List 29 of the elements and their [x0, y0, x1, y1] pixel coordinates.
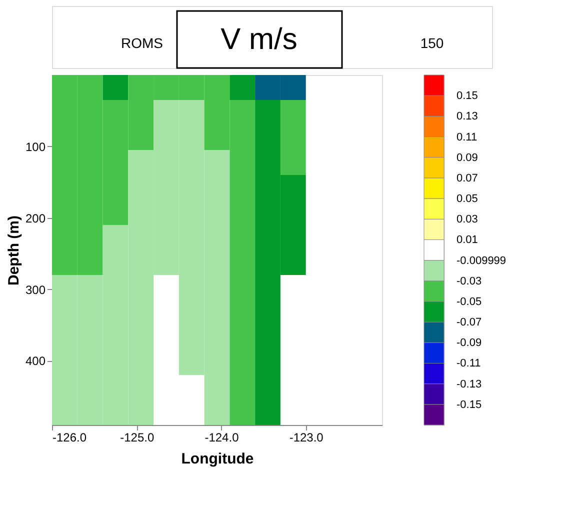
y-tick-label: 100 [25, 140, 46, 154]
color-bar-label: -0.13 [456, 378, 482, 390]
y-tick-label: 200 [25, 211, 46, 226]
color-bar-label: 0.15 [456, 90, 478, 102]
x-tick-label: -126.0 [52, 430, 87, 444]
x-tick-label: -124.0 [204, 430, 240, 444]
color-bar-label: -0.15 [456, 398, 482, 411]
color-bar-label: -0.009999 [456, 254, 506, 267]
color-bar-label: 0.09 [456, 152, 478, 164]
color-bar-label: 0.05 [456, 193, 478, 206]
color-bar-label: -0.09 [456, 337, 482, 350]
x-tick-label: -123.0 [289, 430, 324, 444]
y-tick-label: 300 [25, 282, 46, 297]
text: 150 [420, 35, 444, 51]
color-bar-label: -0.03 [456, 275, 482, 288]
color-bar-label: 0.01 [456, 234, 478, 246]
x-axis-title: Longitude [181, 450, 254, 468]
color-bar-label: -0.07 [456, 316, 482, 329]
y-axis-title: Depth (m) [5, 216, 22, 286]
color-bar-label: -0.11 [456, 358, 481, 370]
x-tick-label: -125.0 [120, 430, 154, 444]
text: ROMS [121, 35, 163, 51]
color-bar-label: 0.13 [456, 110, 478, 123]
chart-title: V m/s [220, 23, 298, 56]
color-bar-label: 0.07 [456, 172, 478, 184]
color-bar-label: -0.05 [456, 296, 482, 308]
color-bar-label: 0.11 [456, 131, 478, 144]
color-bar-label: 0.03 [456, 214, 478, 226]
y-tick-label: 400 [25, 354, 46, 368]
